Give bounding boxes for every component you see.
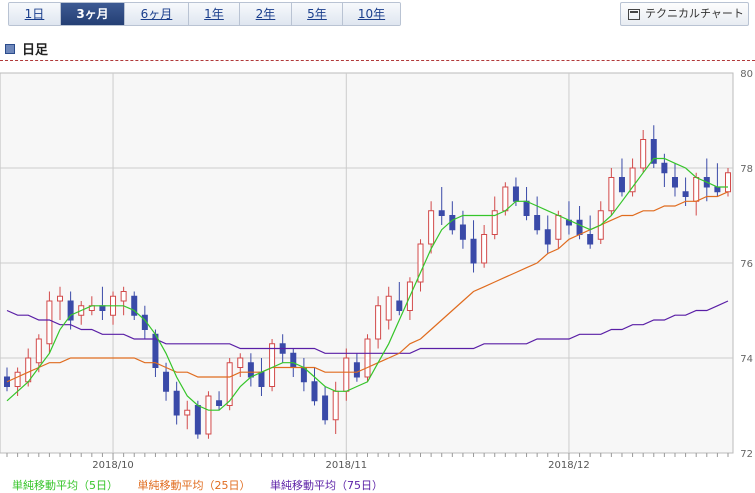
legend: 単純移動平均（5日） 単純移動平均（25日） 単純移動平均（75日） [12,477,399,493]
candle-body [332,390,339,421]
candle-body [269,343,276,387]
legend-ma25: 単純移動平均（25日） [137,479,251,492]
candle-body [661,162,668,174]
x-tick-label: 2018/10 [92,460,134,471]
candle-body [396,300,403,311]
candle-body [14,371,21,387]
technical-chart-button[interactable]: テクニカルチャート [620,2,749,26]
y-tick-label: 78 [740,164,753,175]
section-title: 日足 [5,39,48,58]
candle-body [481,234,488,264]
candle-body [163,371,170,392]
candle-body [512,186,519,202]
candle-body [523,200,530,216]
candle-body [650,139,657,164]
candle-body [322,395,329,421]
candle-body [205,395,212,435]
candle-body [226,362,233,406]
candle-body [343,357,350,392]
y-tick-label: 72 [740,449,753,460]
y-tick-label: 74 [740,354,753,365]
technical-chart-label: テクニカルチャート [645,7,744,20]
candle-body [247,362,254,378]
line-ma75 [6,300,729,354]
y-axis: 72 74 76 78 80 [740,69,753,460]
candle-body [428,210,435,245]
candle-body [555,215,562,240]
candle-body [618,177,625,193]
candle-body [57,295,64,302]
candle-body [459,224,466,240]
candle-body [576,219,583,235]
candle-body [502,186,509,212]
x-axis: 2018/10 2018/11 2018/12 [92,460,589,471]
tab-3months[interactable]: 3ヶ月 [61,3,125,25]
x-tick-label: 2018/12 [548,460,590,471]
square-bullet-icon [5,43,15,54]
candle-body [184,409,191,416]
candle-body [491,210,498,235]
candle-body [120,291,127,302]
candle-body [290,352,297,368]
candle-body [438,210,445,216]
candle-body [693,177,700,202]
line-ma5 [6,157,728,411]
candle-body [194,405,201,435]
candle-body [449,215,456,231]
candle-body [141,314,148,330]
candle-body [99,305,106,311]
candle-body [25,357,32,383]
moving-average-lines [6,157,729,411]
tab-10years[interactable]: 10年 [343,3,400,25]
line-ma25 [6,191,729,383]
divider [0,60,755,61]
candle-body [534,215,541,231]
tab-1day[interactable]: 1日 [9,3,61,25]
candle-body [608,177,615,212]
candle-body [131,295,138,316]
candle-body [385,295,392,321]
candle-body [544,229,551,245]
candle-body [216,400,223,406]
candle-body [640,139,647,169]
candle-body [46,300,53,345]
candle-body [417,243,424,283]
candle-body [725,172,731,193]
candle-body [587,234,594,245]
tab-2years[interactable]: 2年 [240,3,292,25]
y-tick-label: 80 [740,69,753,80]
chart-window-icon [628,8,640,20]
candle-body [237,357,244,368]
candle-body [364,338,371,378]
legend-ma75: 単純移動平均（75日） [270,479,383,492]
candle-body [353,362,360,378]
legend-ma5: 単純移動平均（5日） [12,479,118,492]
candle-body [311,381,318,402]
tab-6months[interactable]: 6ヶ月 [125,3,189,25]
candle-body [35,338,42,364]
candle-body [629,167,636,193]
candle-body [173,390,180,416]
candles [4,125,731,439]
candle-body [671,177,678,188]
y-tick-label: 76 [740,259,753,270]
tab-5years[interactable]: 5年 [292,3,343,25]
candle-body [258,371,265,387]
candle-body [682,191,689,197]
candle-body [375,305,382,340]
candle-body [714,186,721,193]
tab-1year[interactable]: 1年 [189,3,240,25]
period-tabs: 1日 3ヶ月 6ヶ月 1年 2年 5年 10年 [8,2,401,26]
section-title-text: 日足 [22,43,49,58]
x-tick-label: 2018/11 [326,460,368,471]
candle-body [67,300,74,321]
candle-body [470,238,477,264]
